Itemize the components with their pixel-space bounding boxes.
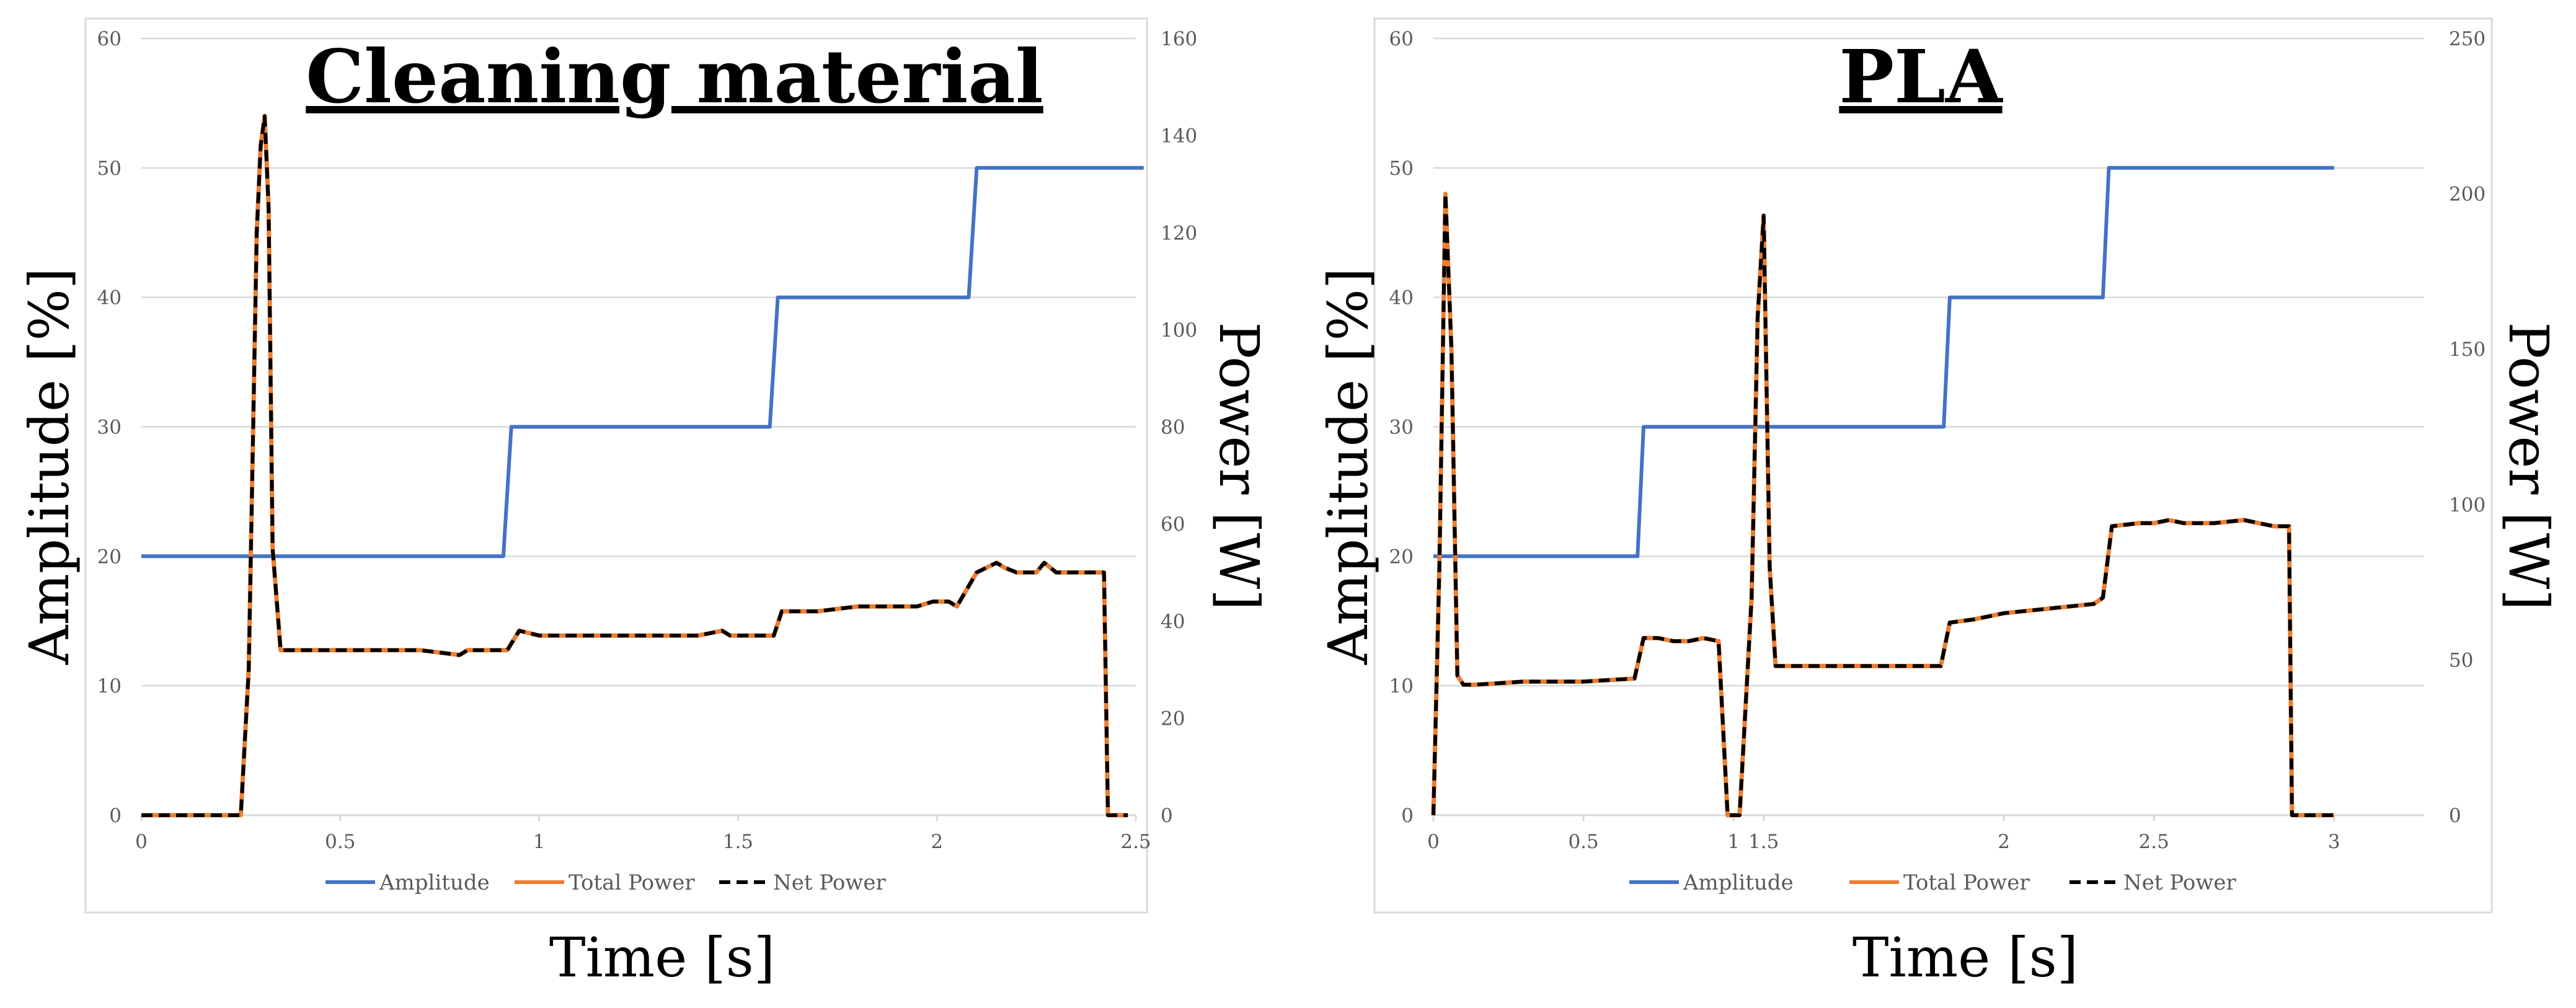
tick-labels: 0 10 20 30 40 50 60 0 50 100 150 200 250 0 0.5 1 1.5 2 2.5…	[1389, 28, 2486, 853]
x-tick-label: 2.5	[1120, 831, 1151, 853]
y-tick-label: 10	[1389, 675, 1414, 697]
y2-tick-label: 20	[1161, 707, 1185, 730]
y2-tick-label: 50	[2449, 649, 2473, 671]
y-tick-label: 60	[1389, 28, 1414, 50]
chart-title: PLA	[1839, 33, 2003, 120]
x-tick-label: 1	[1727, 831, 1740, 853]
y2-tick-label: 80	[1161, 417, 1185, 439]
series-amplitude-line	[141, 166, 1144, 559]
x-axis-title: Time [s]	[1852, 926, 2078, 989]
legend-label-amplitude: Amplitude	[379, 870, 490, 895]
x-tick-label: 1.5	[1748, 831, 1779, 853]
x-tick-label: 1	[533, 831, 546, 853]
x-tick-label: 2.5	[2139, 831, 2169, 853]
legend-label-total-power: Total Power	[569, 870, 695, 895]
x-tick-label: 0.5	[325, 831, 355, 853]
y-axis-title: Amplitude [%]	[17, 268, 81, 665]
x-tick-label: 0.5	[1568, 831, 1598, 853]
y-tick-label: 10	[97, 675, 122, 697]
y2-tick-label: 160	[1161, 28, 1197, 50]
x-tick-label: 0	[1427, 831, 1440, 853]
x-tick-label: 1.5	[723, 831, 753, 853]
y2-tick-label: 200	[2449, 183, 2485, 206]
y2-tick-label: 250	[2449, 28, 2485, 50]
x-tick-label: 3	[2328, 831, 2340, 853]
chart-pla: 0 10 20 30 40 50 60 0 50 100 150 200 250 0 0.5 1 1.5 2 2.5…	[1316, 17, 2561, 989]
legend-label-net-power: Net Power	[2123, 870, 2237, 895]
y2-tick-label: 100	[2449, 494, 2485, 516]
y-axis-title: Amplitude [%]	[1316, 268, 1380, 665]
x-tick-label: 2	[1998, 831, 2010, 853]
chart-cleaning-material: 0 10 20 30 40 50 60 0 20 40 60 80 100 120 140 160 0 0.5 1 1…	[17, 17, 1271, 989]
legend: Amplitude Total Power Net Power	[1629, 870, 2237, 895]
y-tick-label: 50	[1389, 157, 1414, 180]
x-tick-label: 2	[931, 831, 943, 853]
y-tick-label: 0	[109, 805, 122, 827]
y-tick-label: 20	[97, 546, 122, 568]
tick-labels: 0 10 20 30 40 50 60 0 20 40 60 80 100 120 140 160 0 0.5 1 1…	[97, 28, 1198, 853]
x-axis-title: Time [s]	[549, 926, 775, 989]
y2-tick-label: 40	[1161, 611, 1185, 633]
legend-label-amplitude: Amplitude	[1683, 870, 1794, 895]
y-tick-label: 30	[1389, 417, 1414, 439]
series-net-power-line	[1432, 192, 2334, 817]
legend-label-total-power: Total Power	[1903, 870, 2030, 895]
y2-axis-title: Power [W]	[1207, 322, 1271, 610]
y-tick-label: 40	[97, 287, 122, 309]
y2-tick-label: 140	[1161, 125, 1197, 148]
y2-tick-label: 0	[2449, 805, 2461, 827]
chart-frame	[1373, 17, 2493, 914]
series-amplitude-line	[1433, 166, 2334, 559]
y2-tick-label: 0	[1161, 805, 1173, 827]
series-layer	[1431, 166, 2334, 818]
gridlines	[140, 37, 1137, 821]
y2-tick-label: 120	[1161, 222, 1197, 244]
y-tick-label: 60	[97, 28, 122, 50]
legend: Amplitude Total Power Net Power	[325, 870, 887, 895]
legend-label-net-power: Net Power	[773, 870, 887, 895]
series-layer	[141, 113, 1144, 818]
y-tick-label: 20	[1389, 546, 1414, 568]
y2-tick-label: 150	[2449, 338, 2485, 361]
chart-title: Cleaning material	[306, 33, 1043, 120]
x-tick-label: 0	[135, 831, 148, 853]
y-tick-label: 40	[1389, 287, 1414, 309]
y-tick-label: 0	[1401, 805, 1414, 827]
y2-axis-title: Power [W]	[2497, 322, 2561, 610]
y-tick-label: 30	[97, 417, 122, 439]
y-tick-label: 50	[97, 157, 122, 180]
series-net-power-line	[141, 114, 1128, 817]
y2-tick-label: 100	[1161, 319, 1197, 342]
y2-tick-label: 60	[1161, 513, 1185, 536]
